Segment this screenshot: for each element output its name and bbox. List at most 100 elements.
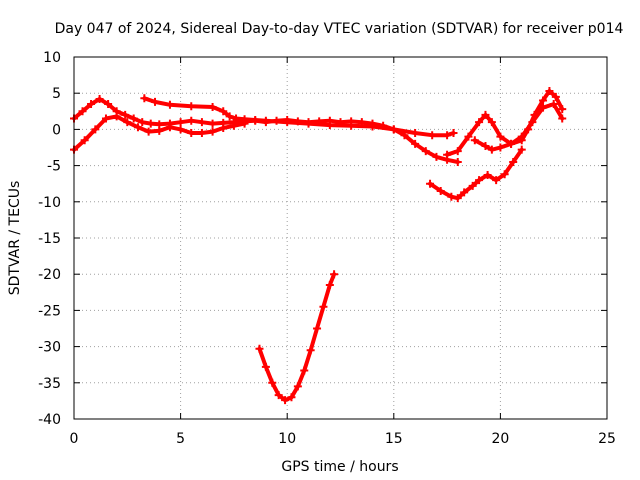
y-tick-label: 0 (52, 122, 61, 138)
data-point (432, 152, 441, 161)
data-point (545, 87, 554, 96)
x-tick-label: 10 (278, 431, 296, 447)
y-tick-label: -15 (38, 231, 61, 247)
data-point (443, 150, 452, 159)
data-point (197, 118, 206, 127)
data-point (208, 127, 217, 136)
y-tick-label: -10 (38, 195, 61, 211)
data-point (129, 114, 138, 123)
data-point (558, 114, 567, 123)
y-tick-label: -5 (47, 159, 61, 175)
data-point (483, 171, 492, 180)
data-point (464, 132, 473, 141)
data-point (460, 188, 469, 197)
y-tick-label: -35 (38, 376, 61, 392)
data-point (146, 119, 155, 128)
data-point (368, 122, 377, 131)
data-point (306, 346, 315, 355)
data-point (475, 176, 484, 185)
x-tick-label: 15 (385, 431, 403, 447)
data-point (496, 143, 505, 152)
data-point (293, 382, 302, 391)
data-point (449, 129, 458, 138)
series-track-g (257, 272, 337, 403)
data-point (95, 94, 104, 103)
data-point (80, 136, 89, 145)
data-point (481, 142, 490, 151)
x-tick-label: 0 (70, 431, 79, 447)
data-point (426, 179, 435, 188)
data-point (517, 132, 526, 141)
data-point (261, 116, 270, 125)
data-point (551, 92, 560, 101)
data-point (229, 121, 238, 130)
y-tick-label: -30 (38, 340, 61, 356)
axis-ticks: 0 5 10 15 20 25 10 5 0 -5 -10 -15 -20 -25 -30 -35 -40 (38, 50, 616, 447)
data-point (470, 136, 479, 145)
data-point (453, 157, 462, 166)
data-point (123, 118, 132, 127)
data-point (492, 176, 501, 185)
data-point (283, 118, 292, 127)
data-point (475, 118, 484, 127)
data-point (144, 127, 153, 136)
data-point (496, 132, 505, 141)
data-point (274, 391, 283, 400)
data-point (411, 129, 420, 138)
y-tick-label: -40 (38, 412, 61, 428)
data-point (517, 145, 526, 154)
plot-frame (73, 56, 608, 420)
data-point (558, 105, 567, 114)
data-point (300, 366, 309, 375)
data-point (155, 126, 164, 135)
data-point (225, 112, 234, 121)
data-point (101, 114, 110, 123)
data-point (165, 123, 174, 132)
x-tick-label: 5 (176, 431, 185, 447)
data-point (208, 119, 217, 128)
data-point (232, 114, 241, 123)
data-point (481, 110, 490, 119)
data-point (436, 186, 445, 195)
data-point (528, 118, 537, 127)
data-point (304, 119, 313, 128)
y-axis-label: SDTVAR / TECUs (7, 181, 23, 296)
data-point (140, 94, 149, 103)
data-point (468, 181, 477, 190)
data-point (507, 139, 516, 148)
data-point (281, 396, 290, 405)
data-point (509, 157, 518, 166)
data-point (443, 131, 452, 140)
data-point (500, 170, 509, 179)
data-point (421, 147, 430, 156)
y-tick-label: -25 (38, 303, 61, 319)
data-point (176, 125, 185, 134)
grid (74, 57, 607, 419)
x-axis-label: GPS time / hours (281, 459, 398, 475)
data-point (313, 324, 322, 333)
data-point (453, 147, 462, 156)
data-point (539, 103, 548, 112)
data-point (138, 118, 147, 127)
x-tick-label: 25 (598, 431, 616, 447)
x-tick-label: 20 (491, 431, 509, 447)
data-point (330, 270, 339, 279)
data-point (261, 362, 270, 371)
y-tick-label: 10 (43, 50, 61, 66)
data-point (112, 112, 121, 121)
series-group (70, 87, 567, 405)
data-point (428, 131, 437, 140)
data-point (325, 281, 334, 290)
data-point (268, 378, 277, 387)
data-point (151, 97, 160, 106)
y-tick-label: -20 (38, 267, 61, 283)
data-point (133, 123, 142, 132)
data-point (219, 107, 228, 116)
data-point (549, 100, 558, 109)
data-point (240, 115, 249, 124)
data-point (219, 123, 228, 132)
data-point (197, 129, 206, 138)
data-point (78, 107, 87, 116)
data-point (447, 192, 456, 201)
